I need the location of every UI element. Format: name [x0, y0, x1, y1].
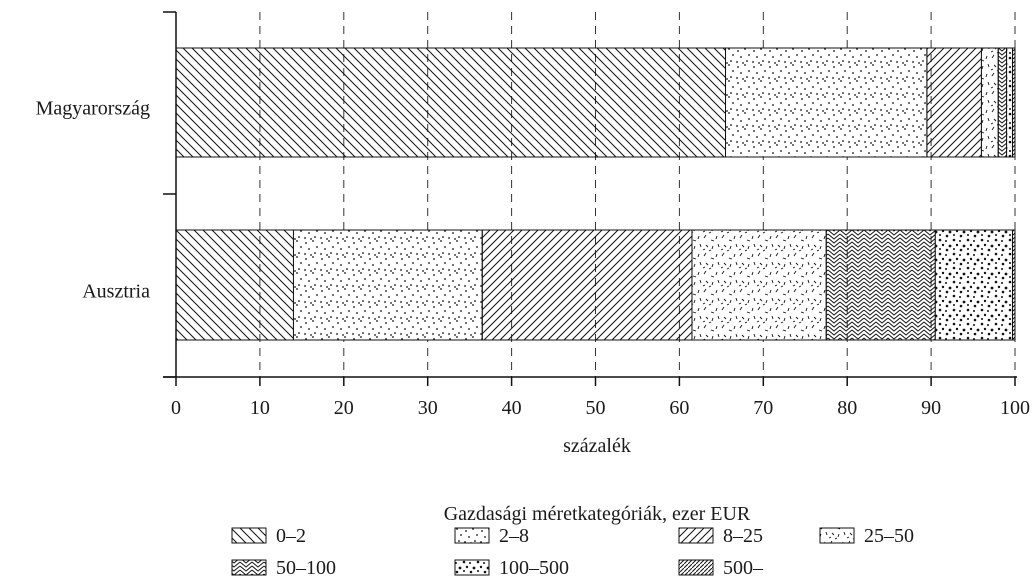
legend: 0–2 2–8 8–25 25–50 50–100 100–500 500–	[231, 525, 914, 579]
legend-swatch	[678, 559, 714, 576]
bar-segment	[481, 229, 693, 341]
bar-segment	[980, 47, 999, 158]
legend-label: 2–8	[499, 525, 529, 547]
x-tick-label: 30	[418, 397, 438, 419]
legend-label: 0–2	[276, 525, 306, 547]
y-axis-ticks	[163, 11, 176, 378]
bar-segment	[825, 229, 936, 341]
category-label: Ausztria	[82, 281, 150, 303]
bar-segment	[175, 47, 727, 158]
x-axis-title: százalék	[563, 435, 631, 457]
legend-swatch	[678, 527, 714, 544]
bar-segment	[691, 229, 827, 341]
x-tick-label: 90	[921, 397, 941, 419]
bar-segments	[175, 47, 1016, 341]
bar-segment	[934, 229, 1013, 341]
x-tick-label: 40	[502, 397, 522, 419]
bar-segment	[1006, 47, 1013, 158]
bar-segment	[175, 229, 294, 341]
legend-label: 25–50	[864, 525, 914, 547]
legend-title: Gazdasági méretkategóriák, ezer EUR	[444, 503, 751, 525]
bar-segment	[1011, 47, 1016, 158]
legend-label: 50–100	[276, 557, 336, 579]
bar-segment	[926, 47, 982, 158]
legend-swatch	[454, 559, 490, 576]
legend-swatch	[819, 527, 855, 544]
legend-swatch	[231, 527, 267, 544]
x-tick-label: 60	[669, 397, 689, 419]
legend-label: 500–	[723, 557, 764, 579]
x-axis-ticks: 0 10 20 30 40 50 60 70 80 90 100	[171, 377, 1030, 419]
x-tick-label: 0	[171, 397, 181, 419]
legend-label: 8–25	[723, 525, 763, 547]
category-label: Magyarország	[36, 98, 150, 120]
x-tick-label: 10	[250, 397, 270, 419]
bar-segment	[292, 229, 483, 341]
x-tick-label: 100	[1000, 397, 1030, 419]
x-tick-label: 80	[837, 397, 857, 419]
bar-segment	[1011, 229, 1016, 341]
legend-swatch	[231, 559, 267, 576]
x-tick-label: 70	[753, 397, 773, 419]
legend-label: 100–500	[499, 557, 569, 579]
legend-swatch	[454, 527, 490, 544]
x-tick-label: 50	[586, 397, 606, 419]
x-tick-label: 20	[334, 397, 354, 419]
bar-segment	[997, 47, 1008, 158]
bar-segment	[725, 47, 928, 158]
